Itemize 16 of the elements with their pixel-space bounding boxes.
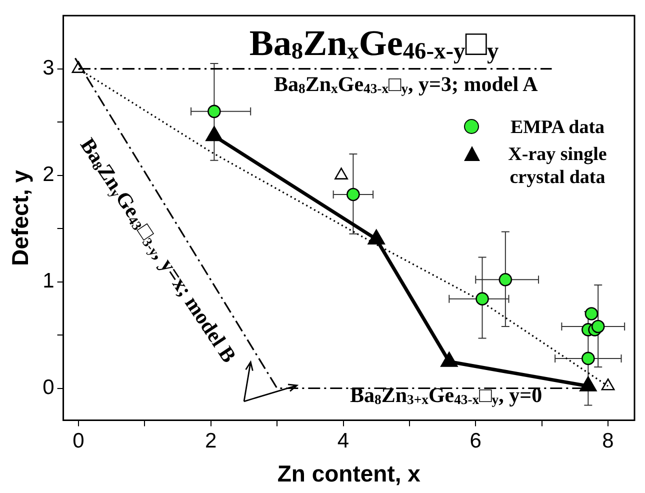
x-tick-label: 8 (602, 430, 614, 453)
x-tick-label: 0 (72, 430, 84, 453)
y-tick-label: 1 (42, 270, 54, 293)
chart-title: Ba$_{8}$Zn$_{x}$Ge$_{46-x-y}$□$_{y}$ (249, 22, 499, 66)
x-tick-label: 6 (470, 430, 482, 453)
text: Ba$_{8}$Zn$_{x}$Ge$_{43-x}$□$_{y}$, y=3; model A (274, 72, 538, 96)
x-tick-label: 2 (205, 430, 217, 453)
x-tick-label: 4 (337, 430, 350, 453)
x-axis-title: Zn content, x (277, 460, 421, 487)
legend-label: EMPA data (509, 116, 606, 139)
y-tick-label: 0 (42, 376, 54, 400)
y-tick-label: 2 (42, 163, 54, 186)
legend-label: X-ray single crystal data (507, 142, 608, 189)
text: Ba$_{8}$Zn$_{3+x}$Ge$_{43-x}$□$_{y}$, y=0 (350, 383, 542, 408)
y-tick-label: 3 (42, 56, 54, 80)
y-axis-title: Defect, y (7, 170, 34, 266)
